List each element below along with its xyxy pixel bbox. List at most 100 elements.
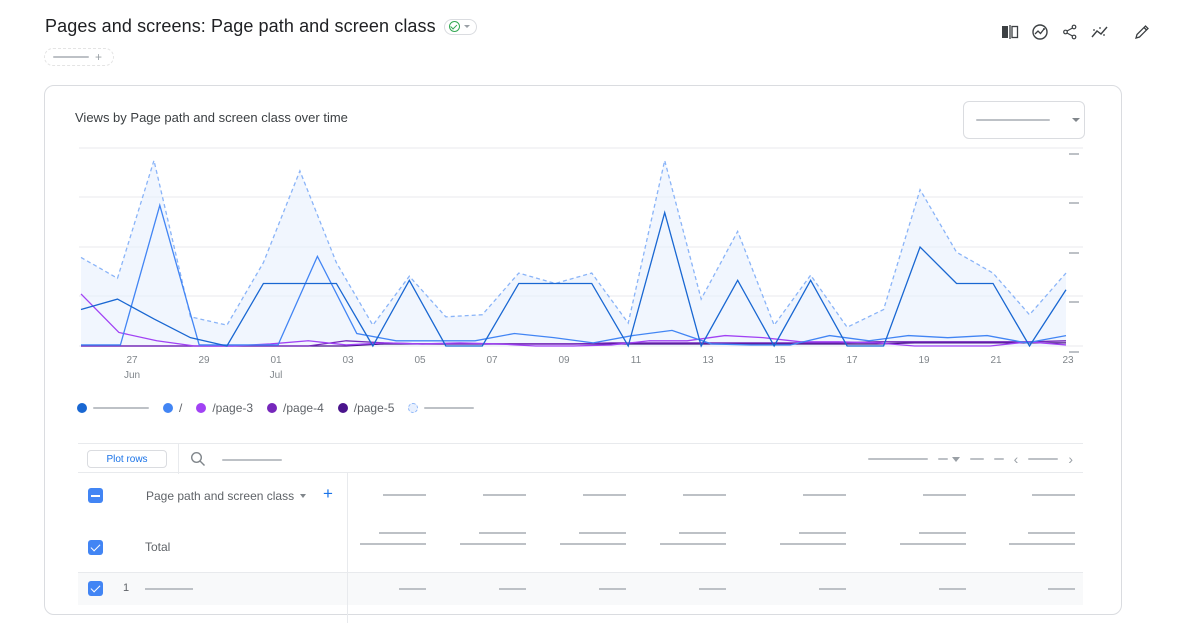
search-icon[interactable] [190,451,206,467]
x-tick-label: 27 [126,355,138,366]
legend-item[interactable] [77,403,149,413]
total-label: Total [145,540,171,554]
cell-value [1048,588,1075,590]
cell-value [780,543,846,545]
cell-value [1028,532,1075,534]
x-tick-label: 23 [1062,355,1074,366]
cell-value [599,588,626,590]
x-tick-label: 07 [486,355,498,366]
x-tick-label: 01 [270,355,282,366]
trend-icon [1091,26,1108,38]
legend-item[interactable]: /page-3 [196,401,253,415]
legend-label [424,407,475,409]
share-icon [1063,24,1077,40]
plot-rows-button[interactable]: Plot rows [87,450,167,468]
chart-legend: / /page-3/page-4/page-5 [77,401,475,415]
column-divider [347,473,348,623]
dimension-header-label: Page path and screen class [146,489,295,503]
cell-value [499,588,526,590]
share-button[interactable] [1060,22,1080,42]
row-index: 1 [123,582,130,594]
cell-value [560,543,626,545]
cell-value [479,532,526,534]
legend-item[interactable] [408,403,475,413]
add-dimension-button[interactable]: + [323,484,333,503]
data-table: Plot rows ‹ › Page path and screen class [78,443,1083,623]
legend-swatch-icon [77,403,87,413]
cell-value [683,494,726,496]
chevron-down-icon [300,494,307,498]
trend-button[interactable] [1090,22,1110,42]
legend-label: /page-4 [283,401,324,415]
legend-swatch-icon [408,403,419,413]
cell-value [923,494,966,496]
x-tick-label: 11 [630,355,642,366]
divider [178,444,179,474]
cell-value [1009,543,1075,545]
legend-swatch-icon [337,403,348,413]
x-tick-label: 29 [198,355,210,366]
next-page-button[interactable]: › [1068,451,1073,467]
table-header-row: Page path and screen class + [78,473,1083,518]
check-circle-icon [448,21,460,32]
x-tick-label: 17 [846,355,858,366]
legend-swatch-icon [163,403,173,413]
chart-svg [79,147,1083,353]
add-comparison-chip[interactable]: + [44,48,114,66]
cell-value [679,532,726,534]
legend-swatch-icon [267,403,278,413]
table-toolbar: Plot rows ‹ › [78,443,1083,474]
cell-value [699,588,726,590]
legend-label: / [179,401,183,415]
select-all-checkbox[interactable] [88,488,103,503]
x-tick-label: 21 [990,355,1002,366]
total-checkbox[interactable] [88,540,103,555]
search-input[interactable] [222,459,282,461]
page-title: Pages and screens: Page path and screen … [45,16,436,36]
insights-button[interactable] [1030,22,1050,42]
status-chip[interactable] [443,18,477,35]
row-checkbox[interactable] [88,581,103,596]
cell-value [483,494,526,496]
cell-value [460,543,526,545]
rows-per-page-select[interactable] [937,458,948,460]
edit-button[interactable] [1132,22,1152,42]
dimension-header[interactable]: Page path and screen class [146,489,307,503]
cell-value [583,494,626,496]
cell-value [383,494,426,496]
range-end [993,458,1004,460]
metric-select[interactable] [963,101,1085,139]
legend-label: /page-3 [212,401,254,415]
prev-page-button[interactable]: ‹ [1013,451,1019,467]
cell-value [803,494,846,496]
cell-value [1032,494,1075,496]
cell-value [819,588,846,590]
cell-value [939,588,966,590]
plus-icon: + [95,50,103,64]
legend-item[interactable]: /page-5 [337,401,395,415]
page-indicator [1028,458,1059,460]
legend-item[interactable]: /page-4 [267,401,324,415]
comparison-placeholder [53,56,89,58]
insights-icon [1032,24,1048,40]
x-tick-label: 19 [918,355,930,366]
card-title: Views by Page path and screen class over… [75,110,348,125]
chart-card: Views by Page path and screen class over… [44,85,1122,623]
row-dimension-value [145,588,193,590]
cell-value [919,532,966,534]
chevron-down-icon [951,456,960,462]
edit-pencil-icon [1135,25,1149,39]
legend-label: /page-5 [353,401,395,415]
compare-view-icon [1002,25,1019,39]
rows-per-page-label [867,458,928,460]
cell-value [660,543,726,545]
report-toolbar [1000,22,1152,42]
cell-value [799,532,846,534]
legend-item[interactable]: / [163,401,182,415]
x-tick-label: 09 [558,355,570,366]
x-tick-label: 13 [702,355,714,366]
range-start [969,458,984,460]
legend-swatch-icon [196,403,207,413]
compare-view-button[interactable] [1000,22,1020,42]
page-header: Pages and screens: Page path and screen … [45,16,477,37]
